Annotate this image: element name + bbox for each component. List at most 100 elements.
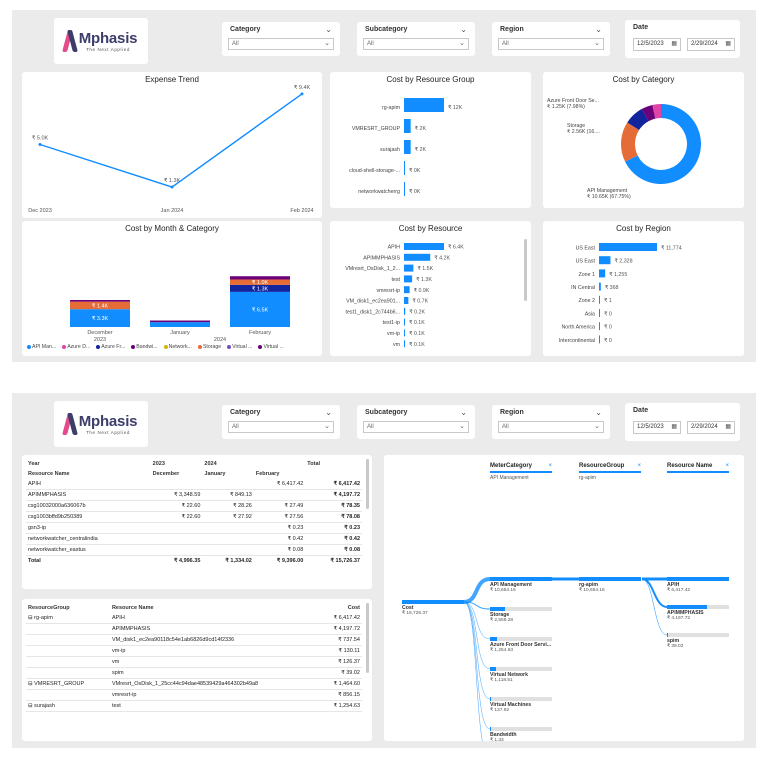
bar[interactable]	[599, 269, 606, 278]
stack-segment[interactable]	[150, 320, 210, 323]
donut-slice[interactable]	[625, 104, 701, 184]
region-dropdown[interactable]: All ⌄	[498, 38, 604, 50]
bar[interactable]	[404, 182, 405, 196]
decomp-node[interactable]: spim ₹ 39.02	[667, 633, 729, 649]
table-row[interactable]: csg10032000a636067b ₹ 22.60 ₹ 28.26 ₹ 27.49…	[26, 500, 362, 512]
date-slicer[interactable]: Date 12/5/2023 ▦ 2/29/2024 ▦	[625, 20, 740, 58]
collapse-icon[interactable]: ⊟	[28, 615, 35, 621]
table-row[interactable]: csg1003bffd9b250389 ₹ 22.60 ₹ 27.92 ₹ 27.56…	[26, 511, 362, 523]
donut-slice[interactable]	[627, 108, 649, 130]
donut-slice[interactable]	[652, 104, 661, 119]
chevron-down-icon[interactable]: ⌄	[325, 25, 332, 34]
table-row[interactable]: gsn3-ip ₹ 0.23 ₹ 0.23	[26, 522, 362, 534]
close-icon[interactable]: ×	[548, 463, 552, 469]
chevron-down-icon[interactable]: ⌄	[595, 408, 602, 417]
category-dropdown[interactable]: All ⌄	[228, 421, 334, 433]
bar[interactable]	[404, 275, 413, 283]
scrollbar[interactable]	[366, 459, 369, 509]
collapse-icon[interactable]: ⊟	[28, 681, 35, 687]
stack-segment[interactable]	[230, 284, 290, 292]
legend-item[interactable]: API Man...	[27, 344, 59, 350]
region-slicer[interactable]: Region ⌄ All ⌄	[492, 22, 610, 56]
category-slicer[interactable]: Category ⌄ All ⌄	[222, 22, 340, 56]
group-cell[interactable]	[26, 623, 110, 635]
legend-item[interactable]: Virtual ...	[258, 344, 286, 350]
legend-item[interactable]: Network...	[163, 344, 195, 350]
group-cell[interactable]	[26, 689, 110, 701]
start-date-input[interactable]: 12/5/2023 ▦	[633, 421, 681, 434]
table-row[interactable]: APIMMPHASIS ₹ 4,197.72	[26, 623, 362, 635]
table-row[interactable]: vm-ip ₹ 130.11	[26, 645, 362, 657]
decomp-node[interactable]: Virtual Network ₹ 1,118.51	[490, 667, 552, 683]
table-row[interactable]: vm ₹ 126.37	[26, 656, 362, 668]
legend-item[interactable]: Virtual ...	[227, 344, 255, 350]
chevron-down-icon[interactable]: ⌄	[595, 25, 602, 34]
group-cell[interactable]: ⊟ rg-apim	[26, 613, 110, 624]
chevron-down-icon[interactable]: ⌄	[460, 408, 467, 417]
decomp-node[interactable]: Bandwidth ₹ 1.33	[490, 727, 552, 741]
bar[interactable]	[599, 322, 600, 331]
table-row[interactable]: networkwatcher_centralindia ₹ 0.42 ₹ 0.42	[26, 533, 362, 545]
trend-point[interactable]	[300, 92, 304, 96]
table-row[interactable]: spim ₹ 39.02	[26, 667, 362, 679]
bar[interactable]	[404, 318, 405, 326]
chevron-down-icon[interactable]: ⌄	[460, 25, 467, 34]
legend-item[interactable]: Azure Fr...	[96, 344, 128, 350]
bar[interactable]	[404, 98, 444, 112]
legend-item[interactable]: Storage	[197, 344, 224, 350]
decomp-node[interactable]: API Management ₹ 10,654.16	[490, 577, 552, 593]
collapse-icon[interactable]: ⊟	[28, 703, 35, 709]
stack-segment[interactable]	[70, 301, 130, 310]
bar[interactable]	[404, 140, 411, 154]
legend-item[interactable]: Azure D...	[62, 344, 93, 350]
date-slicer[interactable]: Date 12/5/2023 ▦ 2/29/2024 ▦	[625, 403, 740, 441]
bar[interactable]	[404, 329, 405, 337]
bar[interactable]	[599, 282, 601, 291]
bar[interactable]	[404, 161, 405, 175]
group-cell[interactable]: ⊟ VMRESRT_GROUP	[26, 678, 110, 690]
decomp-node[interactable]: Storage ₹ 2,559.28	[490, 607, 552, 623]
legend-item[interactable]: Bandwi...	[131, 344, 160, 350]
group-cell[interactable]	[26, 667, 110, 679]
stack-segment[interactable]	[230, 291, 290, 327]
bar[interactable]	[404, 264, 414, 272]
table-row[interactable]: APIMMPHASIS ₹ 3,348.59 ₹ 849.13 ₹ 4,197.72	[26, 489, 362, 501]
bar[interactable]	[404, 340, 405, 348]
table-row[interactable]: APIH ₹ 6,417.42 ₹ 6,417.42	[26, 479, 362, 490]
end-date-input[interactable]: 2/29/2024 ▦	[687, 421, 735, 434]
end-date-input[interactable]: 2/29/2024 ▦	[687, 38, 735, 51]
category-dropdown[interactable]: All ⌄	[228, 38, 334, 50]
close-icon[interactable]: ×	[725, 463, 729, 469]
trend-point[interactable]	[170, 185, 174, 189]
region-dropdown[interactable]: All ⌄	[498, 421, 604, 433]
table-row[interactable]: ⊟ rg-apim APIH ₹ 6,417.42	[26, 613, 362, 624]
decomp-level-header[interactable]: MeterCategory × API Management	[490, 463, 552, 481]
group-cell[interactable]: ⊟ surajash	[26, 700, 110, 712]
bar[interactable]	[599, 256, 611, 265]
bar[interactable]	[404, 286, 410, 294]
bar[interactable]	[404, 297, 409, 304]
subcategory-slicer[interactable]: Subcategory ⌄ All ⌄	[357, 22, 475, 56]
bar[interactable]	[599, 309, 600, 317]
subcategory-dropdown[interactable]: All ⌄	[363, 38, 469, 50]
table-row[interactable]: VM_disk1_ec2ea90118c54e1ab6826d9cd14f233…	[26, 634, 362, 646]
group-cell[interactable]	[26, 634, 110, 646]
decomp-root[interactable]: Cost ₹ 15,726.37	[402, 600, 464, 616]
region-slicer[interactable]: Region ⌄ All ⌄	[492, 405, 610, 439]
start-date-input[interactable]: 12/5/2023 ▦	[633, 38, 681, 51]
bar[interactable]	[404, 253, 431, 261]
scrollbar[interactable]	[524, 239, 527, 301]
calendar-icon[interactable]: ▦	[725, 424, 731, 430]
close-icon[interactable]: ×	[637, 463, 641, 469]
trend-point[interactable]	[38, 143, 42, 146]
stack-segment[interactable]	[230, 276, 290, 280]
table-row[interactable]: ⊟ surajash test ₹ 1,254.63	[26, 700, 362, 712]
decomp-node[interactable]: Virtual Machines ₹ 137.92	[490, 697, 552, 713]
decomp-level-header[interactable]: ResourceGroup × rg-apim	[579, 463, 641, 481]
decomp-node[interactable]: APIMMPHASIS ₹ 4,197.72	[667, 605, 729, 621]
table-row[interactable]: ⊟ VMRESRT_GROUP VMresrt_OsDisk_1_25cc44c9…	[26, 678, 362, 690]
calendar-icon[interactable]: ▦	[725, 41, 731, 47]
table-row[interactable]: networkwatcher_eastus ₹ 0.08 ₹ 0.08	[26, 544, 362, 556]
scrollbar[interactable]	[366, 603, 369, 673]
subcategory-slicer[interactable]: Subcategory ⌄ All ⌄	[357, 405, 475, 439]
